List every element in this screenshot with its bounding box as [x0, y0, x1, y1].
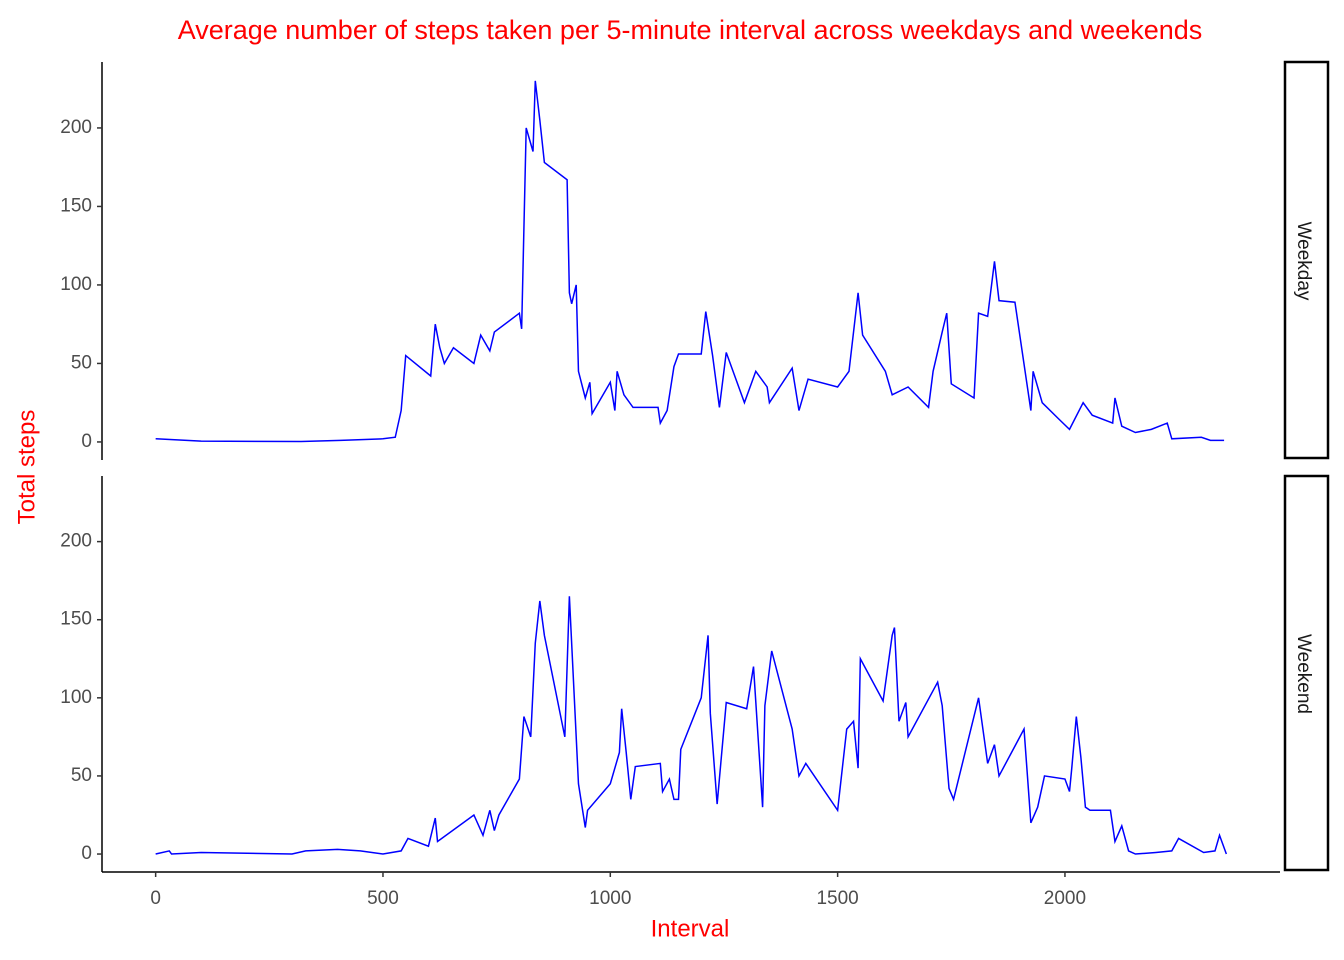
y-tick-label: 200: [60, 531, 92, 552]
y-tick-label: 50: [71, 352, 92, 373]
x-axis-label: Interval: [651, 915, 730, 942]
y-tick-label: 150: [60, 195, 92, 216]
x-tick-label: 1000: [589, 888, 631, 909]
chart-title: Average number of steps taken per 5-minu…: [178, 15, 1203, 45]
x-tick-label: 500: [367, 888, 399, 909]
line: [155, 80, 1225, 443]
y-tick-label: 0: [81, 843, 92, 864]
x-tick-label: 1500: [816, 888, 858, 909]
facet-label: Weekday: [1293, 222, 1314, 301]
y-tick-label: 100: [60, 687, 92, 708]
facet-label: Weekend: [1293, 634, 1314, 714]
y-tick-label: 50: [71, 765, 92, 786]
x-tick-label: 0: [150, 888, 161, 909]
x-tick-label: 2000: [1044, 888, 1086, 909]
line: [155, 596, 1228, 855]
facet-strip: [1283, 60, 1330, 460]
facet-strip: [1283, 474, 1330, 872]
y-tick-label: 100: [60, 274, 92, 295]
y-tick-label: 0: [81, 431, 92, 452]
y-axis-label: Total steps: [13, 410, 40, 525]
y-tick-label: 200: [60, 117, 92, 138]
y-tick-label: 150: [60, 609, 92, 630]
